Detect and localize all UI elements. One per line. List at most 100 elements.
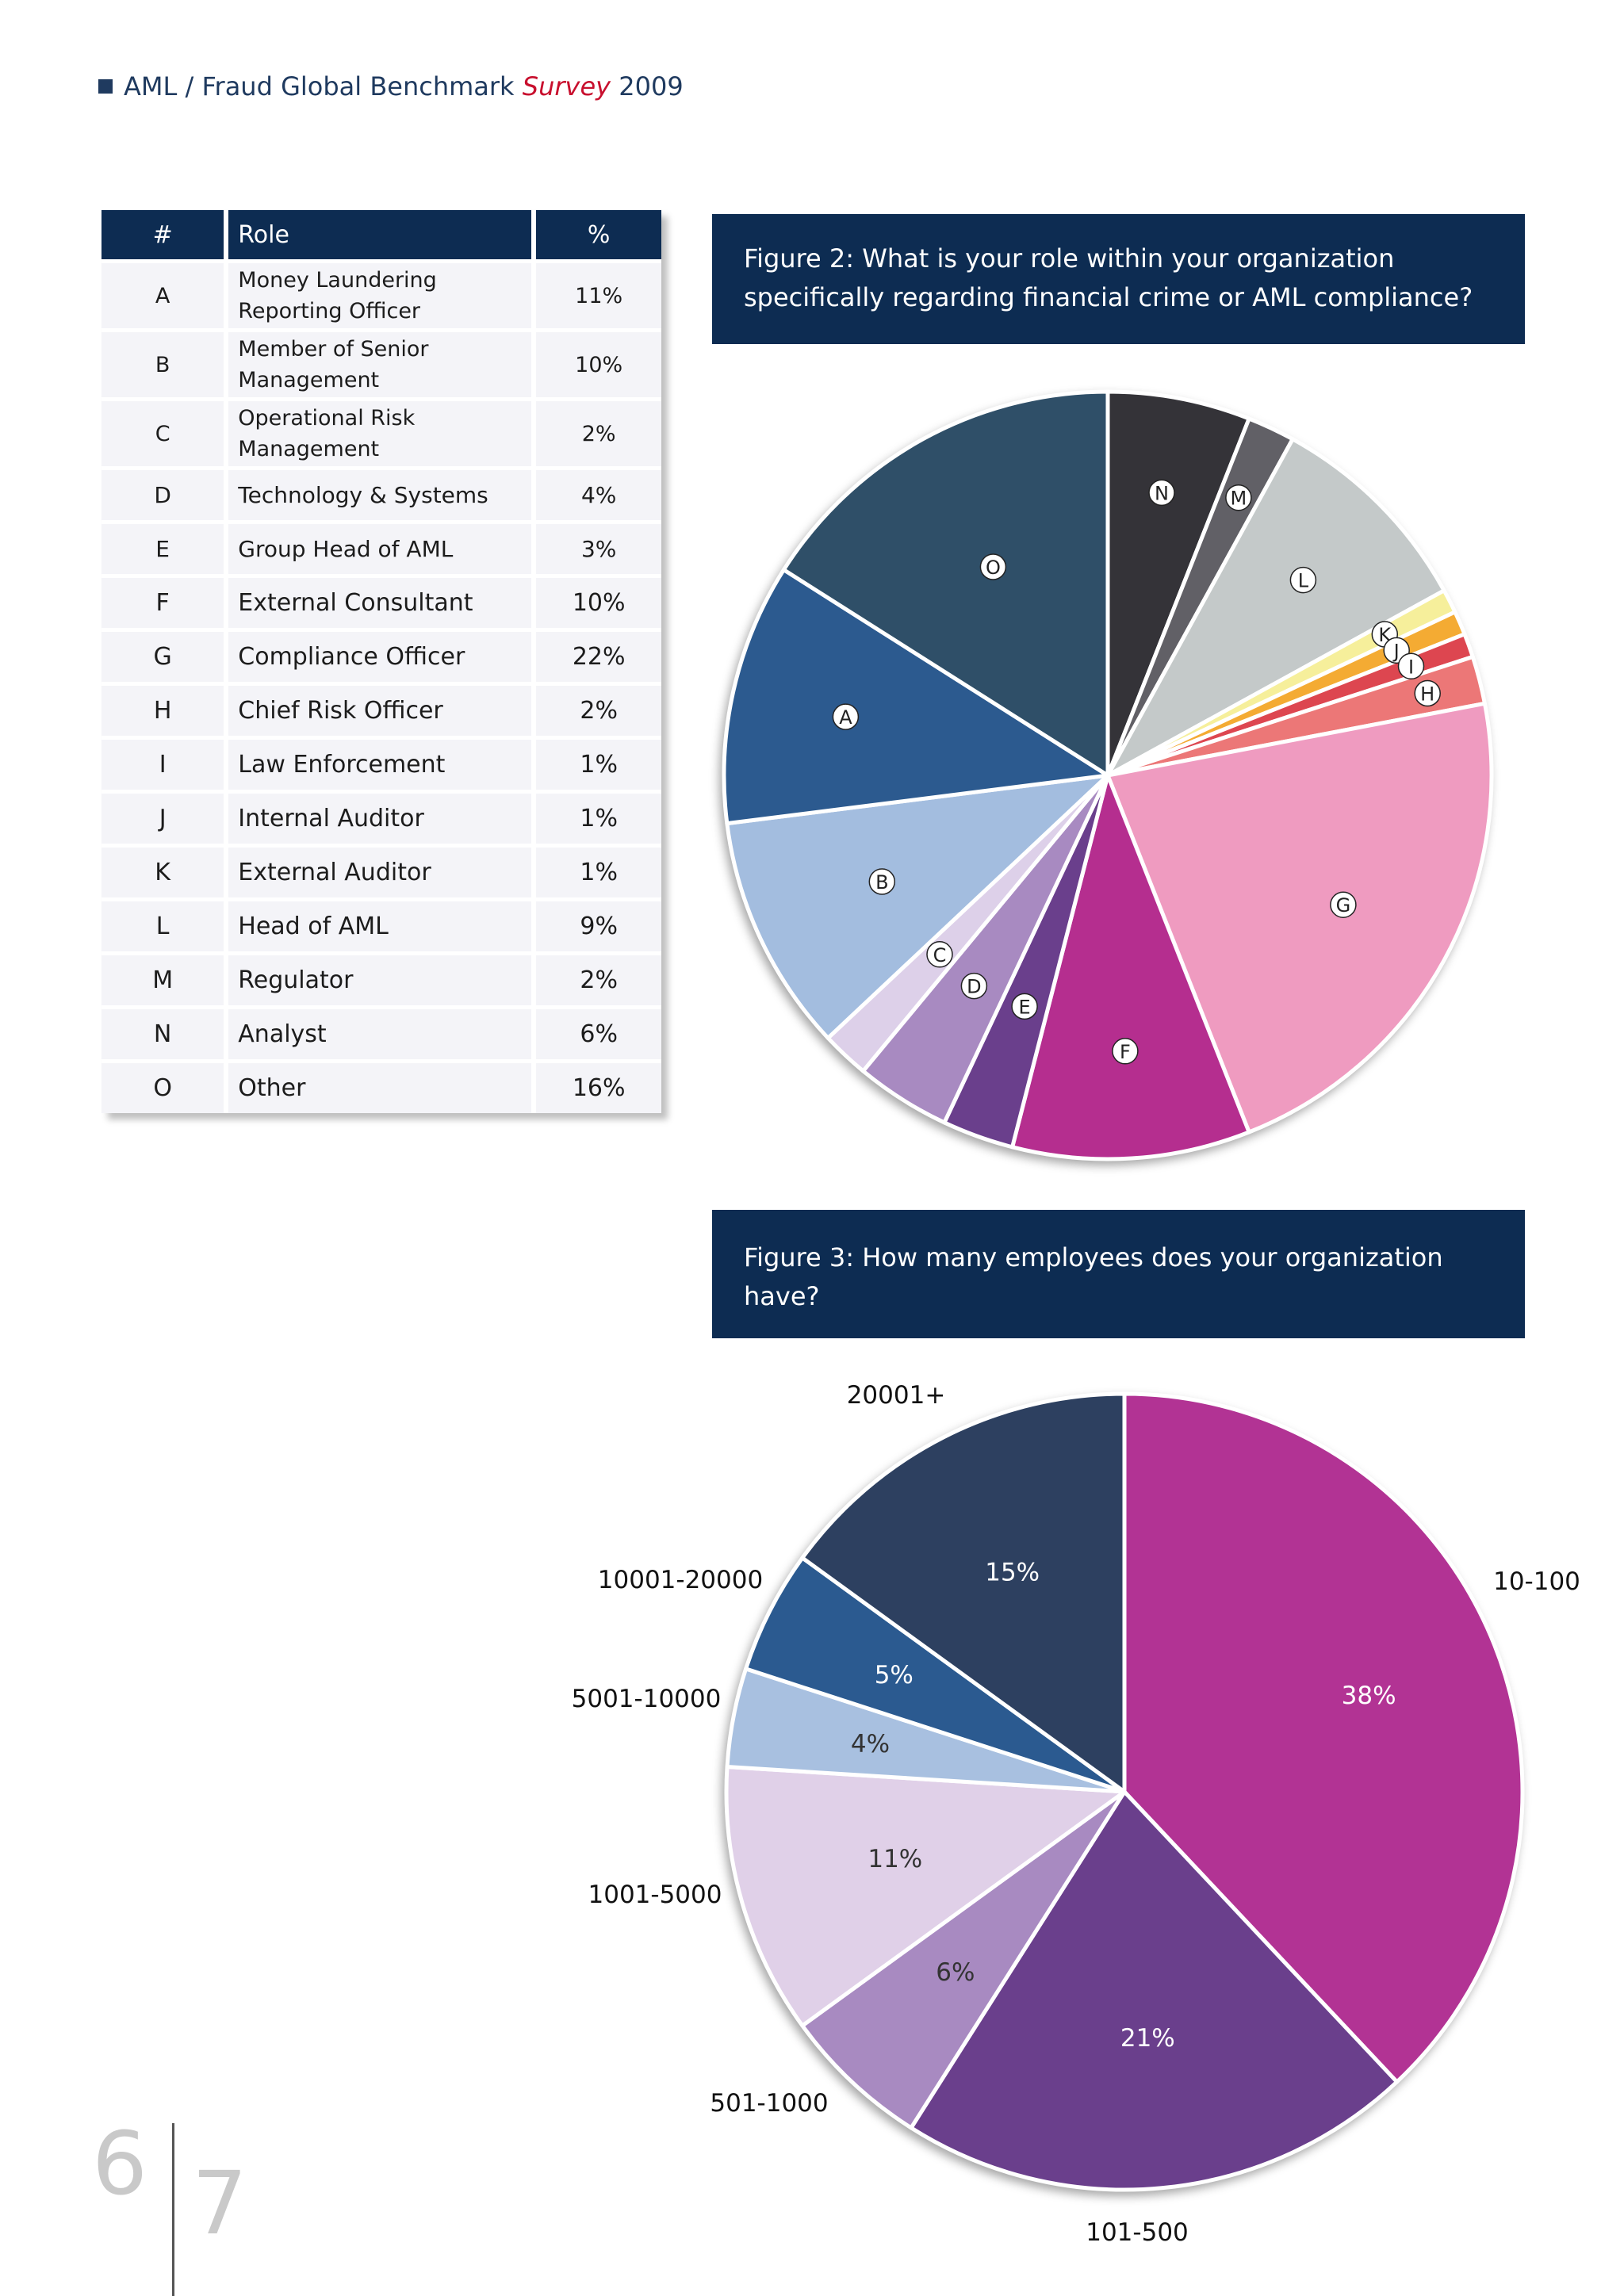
fig2-label-circle-M [1225,484,1252,511]
row-role: Money Laundering Reporting Officer [228,263,532,328]
table-row: H Chief Risk Officer 2% [102,686,661,736]
col-header-role: Role [228,210,532,259]
fig2-slice-F [1010,773,1251,1161]
fig2-label-text-I: I [1408,656,1414,678]
table-row: N Analyst 6% [102,1009,661,1059]
row-role: External Auditor [228,848,532,897]
fig2-label-circle-O [979,553,1007,580]
row-id: N [102,1009,224,1059]
fig2-label-text-E: E [1019,996,1031,1018]
row-id: D [102,470,224,520]
row-pct: 10% [536,332,661,397]
table-row: F External Consultant 10% [102,578,661,628]
row-id: A [102,263,224,328]
fig2-slice-L [1105,437,1446,778]
fig3-slice-501-1000 [800,1789,1127,2130]
roles-table-wrap: # Role % A Money Laundering Reporting Off… [102,210,661,1113]
table-row: M Regulator 2% [102,955,661,1005]
fig2-label-E: E [1011,993,1038,1020]
row-pct: 16% [536,1063,661,1113]
fig2-label-circle-C [926,941,953,968]
row-id: B [102,332,224,397]
row-id: G [102,632,224,682]
row-pct: 9% [536,901,661,951]
fig2-label-B: B [868,868,896,895]
fig2-slice-N [1105,389,1251,778]
table-row: E Group Head of AML 3% [102,524,661,574]
fig3-category-label-4: 5001-10000 [572,1685,722,1713]
fig2-label-text-J: J [1392,640,1400,662]
row-id: I [102,740,224,790]
fig2-label-circle-F [1112,1038,1139,1065]
row-id: L [102,901,224,951]
figure3-title: Figure 3: How many employees does your o… [744,1242,1443,1311]
fig2-label-text-O: O [986,557,1001,579]
row-role: External Consultant [228,578,532,628]
row-role: Law Enforcement [228,740,532,790]
figure2-title: Figure 2: What is your role within your … [744,243,1473,312]
row-id: O [102,1063,224,1113]
fig2-slice-G [1105,701,1494,1135]
fig3-value-label-2: 6% [936,1958,975,1987]
row-pct: 2% [536,401,661,466]
table-header-row: # Role % [102,210,661,259]
col-header-id: # [102,210,224,259]
fig2-label-text-M: M [1231,488,1247,510]
row-role: Group Head of AML [228,524,532,574]
row-id: J [102,794,224,844]
figure2-title-box: Figure 2: What is your role within your … [712,214,1525,344]
col-header-pct: % [536,210,661,259]
fig3-slice-20001+ [800,1391,1127,1794]
fig2-label-I: I [1397,652,1425,680]
fig2-label-D: D [960,972,988,1000]
row-pct: 1% [536,740,661,790]
fig2-slice-B [725,773,1110,1040]
fig2-label-text-H: H [1420,683,1434,706]
header-title: AML / Fraud Global Benchmark [124,71,523,101]
fig3-category-label-0: 10-100 [1493,1567,1580,1596]
row-pct: 6% [536,1009,661,1059]
fig3-value-label-5: 5% [875,1661,914,1689]
fig2-label-O: O [979,553,1007,580]
table-row: L Head of AML 9% [102,901,661,951]
table-row: A Money Laundering Reporting Officer 11% [102,263,661,328]
header-square-icon [98,79,113,94]
table-row: D Technology & Systems 4% [102,470,661,520]
page-header: AML / Fraud Global Benchmark Survey 2009 [98,71,684,101]
row-pct: 10% [536,578,661,628]
fig2-slice-O [781,389,1110,778]
row-role: Compliance Officer [228,632,532,682]
row-pct: 1% [536,848,661,897]
row-role: Technology & Systems [228,470,532,520]
fig3-category-label-5: 10001-20000 [598,1566,763,1594]
row-pct: 2% [536,686,661,736]
fig3-slice-10-100 [1122,1391,1525,2084]
row-id: M [102,955,224,1005]
fig2-label-circle-E [1011,993,1038,1020]
row-role: Other [228,1063,532,1113]
fig2-label-circle-B [868,868,896,895]
table-row: B Member of Senior Management 10% [102,332,661,397]
row-pct: 1% [536,794,661,844]
fig2-label-text-G: G [1336,894,1351,916]
page-number-left: 6 [92,2113,147,2214]
fig2-label-circle-N [1148,479,1175,507]
fig2-label-H: H [1414,679,1441,707]
fig2-label-text-F: F [1120,1041,1131,1063]
row-pct: 4% [536,470,661,520]
table-row: O Other 16% [102,1063,661,1113]
table-row: G Compliance Officer 22% [102,632,661,682]
fig2-label-text-N: N [1155,482,1169,504]
fig3-value-label-3: 11% [868,1845,922,1873]
fig2-label-circle-A [832,703,860,730]
figure3-title-box: Figure 3: How many employees does your o… [712,1210,1525,1338]
fig2-label-L: L [1289,566,1317,594]
roles-table: # Role % A Money Laundering Reporting Off… [97,206,666,1117]
fig3-slice-101-500 [909,1789,1400,2192]
fig3-value-label-0: 38% [1342,1682,1396,1710]
fig3-slice-10001-20000 [744,1556,1127,1794]
fig2-label-circle-L [1289,566,1317,594]
table-row: K External Auditor 1% [102,848,661,897]
fig3-value-label-6: 15% [985,1559,1040,1587]
